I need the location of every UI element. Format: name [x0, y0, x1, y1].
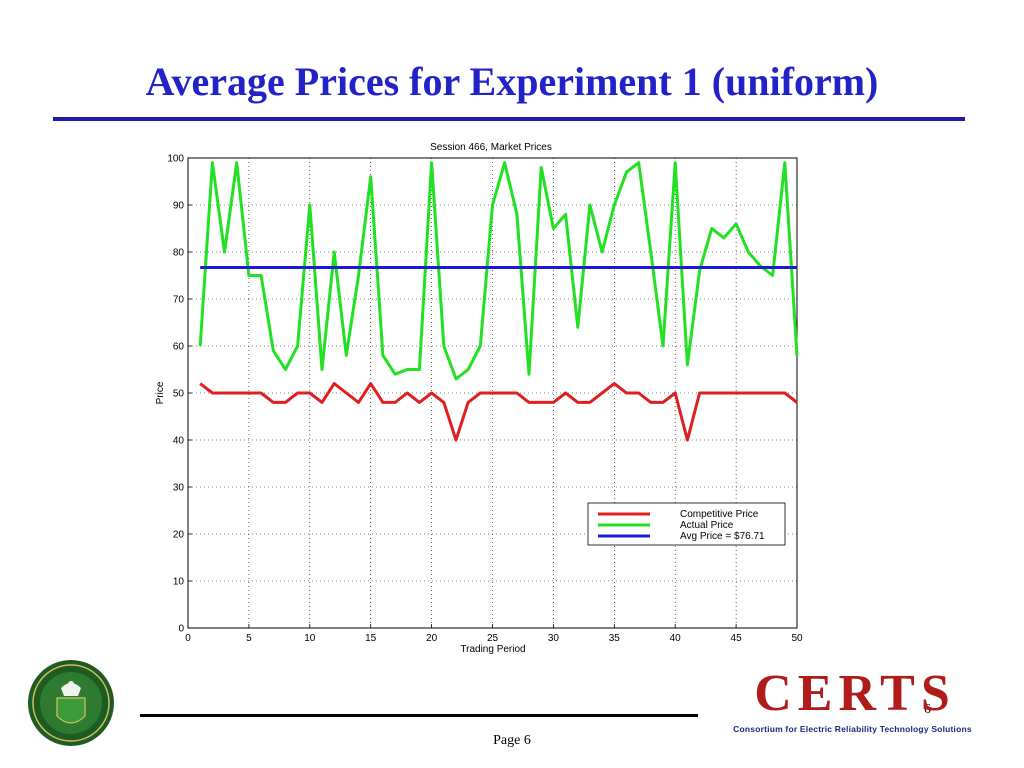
slide-title: Average Prices for Experiment 1 (uniform… [145, 59, 879, 104]
x-axis-label: Trading Period [460, 644, 525, 655]
x-tick-label: 45 [731, 633, 743, 644]
y-tick-label: 50 [173, 389, 185, 400]
market-price-chart: Session 466, Market Prices 0 5 10 15 20 25 30 3… [155, 142, 803, 655]
footer-divider [140, 714, 698, 717]
y-tick-label: 10 [173, 577, 185, 588]
certs-logo: CERTS Consortium for Electric Reliabilit… [700, 665, 1005, 742]
slide-number: 6 [924, 702, 931, 717]
x-tick-label: 5 [246, 633, 252, 644]
legend-label-average: Avg Price = $76.71 [680, 531, 765, 542]
competitive-price-line [199, 382, 798, 442]
title-divider [53, 117, 965, 121]
x-tick-label: 35 [609, 633, 621, 644]
doe-seal-logo [28, 660, 114, 746]
y-tick-label: 60 [173, 342, 185, 353]
chart-title: Session 466, Market Prices [430, 142, 552, 153]
y-tick-label: 80 [173, 248, 185, 259]
series-lines [198, 161, 799, 442]
x-tick-label: 0 [185, 633, 191, 644]
y-tick-label: 30 [173, 483, 185, 494]
legend-box [587, 502, 786, 546]
x-tick-label: 20 [426, 633, 438, 644]
y-tick-label: 100 [167, 154, 184, 165]
legend-label-actual: Actual Price [680, 520, 734, 531]
y-tick-label: 70 [173, 295, 185, 306]
page-number-label: Page 6 [493, 733, 531, 748]
actual-price-line [198, 161, 799, 381]
y-axis-label: Price [155, 381, 166, 404]
y-tick-label: 40 [173, 436, 185, 447]
x-tick-label: 10 [304, 633, 316, 644]
certs-logo-wordmark: CERTS [754, 665, 956, 722]
certs-logo-tagline: Consortium for Electric Reliability Tech… [733, 724, 972, 734]
x-tick-label: 30 [548, 633, 560, 644]
y-tick-label: 0 [178, 624, 184, 635]
y-tick-label: 20 [173, 530, 185, 541]
legend-label-competitive: Competitive Price [680, 509, 759, 520]
chart-legend: Competitive Price Actual Price Avg Price… [587, 502, 786, 546]
x-tick-label: 50 [791, 633, 803, 644]
y-tick-label: 90 [173, 201, 185, 212]
x-tick-label: 15 [365, 633, 377, 644]
x-tick-label: 40 [670, 633, 682, 644]
axis-ticks: 0 5 10 15 20 25 30 35 40 45 50 0 10 20 30 40 50 60 70 80 90 1… [167, 154, 803, 645]
x-tick-label: 25 [487, 633, 499, 644]
